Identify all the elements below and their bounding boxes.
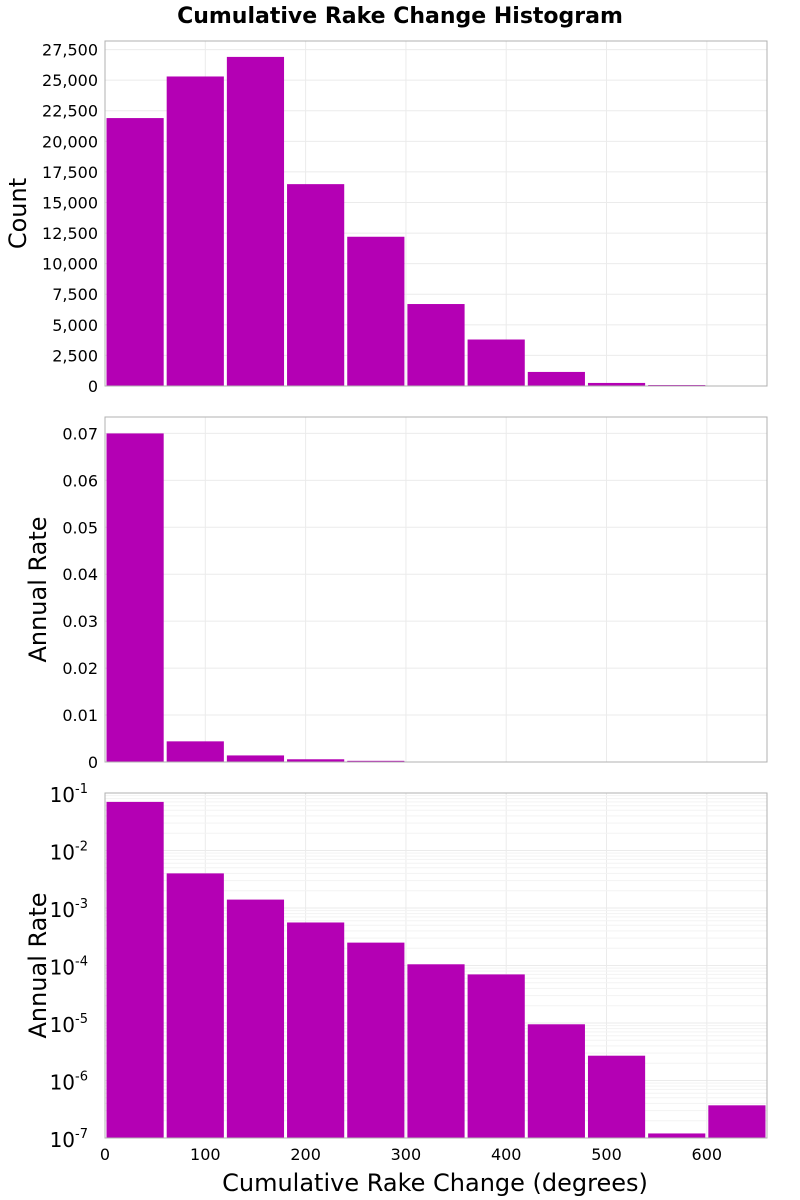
bar-3 [226, 56, 285, 386]
bar-8 [527, 1024, 585, 1138]
gridlines [104, 417, 767, 763]
bar-2 [166, 873, 224, 1138]
y-tick-label: 10-1 [50, 782, 88, 807]
y-tick-label: 12,500 [42, 224, 98, 243]
y-tick-label: 15,000 [42, 193, 98, 212]
x-axis-label: Cumulative Rake Change (degrees) [222, 1169, 648, 1197]
y-tick-label: 22,500 [42, 102, 98, 121]
y-tick-label: 10-5 [50, 1012, 88, 1037]
bar-7 [467, 974, 525, 1138]
bar-5 [347, 760, 405, 762]
bar-6 [407, 304, 465, 386]
y-tick-label: 10,000 [42, 255, 98, 274]
y-tick-label: 10-6 [50, 1070, 88, 1095]
y-axis-label: Annual Rate [24, 892, 52, 1038]
y-tick-label: 10-4 [50, 955, 88, 980]
bar-3 [226, 899, 285, 1138]
bar-3 [226, 755, 285, 762]
y-tick-label: 2,500 [52, 346, 98, 365]
x-tick-label: 600 [692, 1145, 723, 1164]
y-axis-label: Count [4, 178, 32, 249]
panel-1: 0 2,500 5,000 7,500 10,000 12,500 15,000 17,500… [4, 40, 768, 396]
y-tick-label: 7,500 [52, 285, 98, 304]
bar-11 [708, 1105, 766, 1138]
y-tick-labels: 10-7 10-6 10-5 10-4 10-3 10-2 10-1 [50, 782, 88, 1152]
y-tick-label: 27,500 [42, 41, 98, 60]
x-tick-labels: 0 100 200 300 400 500 600 [100, 1145, 722, 1164]
bar-1 [106, 801, 164, 1138]
x-tick-label: 0 [100, 1145, 110, 1164]
bar-5 [347, 236, 405, 386]
bar-6 [407, 964, 465, 1138]
x-tick-label: 300 [391, 1145, 422, 1164]
y-tick-label: 0 [88, 753, 98, 772]
y-tick-labels: 0 2,500 5,000 7,500 10,000 12,500 15,000 17,500… [42, 41, 98, 396]
bar-2 [166, 741, 224, 762]
y-tick-label: 10-2 [50, 840, 88, 865]
bars [106, 56, 766, 387]
y-tick-label: 0.01 [62, 706, 98, 725]
y-tick-label: 0.04 [62, 565, 98, 584]
plot-frame [104, 416, 768, 763]
bar-1 [106, 433, 164, 762]
bar-9 [587, 382, 646, 386]
y-tick-label: 10-3 [50, 897, 88, 922]
y-tick-label: 25,000 [42, 71, 98, 90]
y-tick-label: 5,000 [52, 316, 98, 335]
chart-title: Cumulative Rake Change Histogram [177, 4, 623, 29]
bar-4 [287, 922, 345, 1138]
bar-8 [527, 371, 585, 386]
x-tick-label: 500 [591, 1145, 622, 1164]
bars [106, 433, 766, 762]
bar-7 [467, 339, 525, 386]
y-tick-label: 0.07 [62, 424, 98, 443]
panel-3: 10-7 10-6 10-5 10-4 10-3 10-2 10-1 Annual Rate 0… [24, 782, 768, 1164]
bar-5 [347, 942, 405, 1138]
bar-10 [648, 1133, 706, 1138]
bar-1 [106, 118, 164, 387]
x-tick-label: 100 [190, 1145, 221, 1164]
y-tick-label: 20,000 [42, 132, 98, 151]
x-tick-label: 400 [491, 1145, 522, 1164]
bar-2 [166, 76, 224, 386]
bar-9 [587, 1055, 646, 1138]
y-tick-label: 0.03 [62, 612, 98, 631]
bars [106, 801, 766, 1138]
y-tick-label: 0 [88, 377, 98, 396]
plot-frame [104, 40, 768, 387]
plot-frame [104, 792, 768, 1139]
y-tick-label: 17,500 [42, 163, 98, 182]
bar-4 [287, 759, 345, 762]
panel-2: 0 0.01 0.02 0.03 0.04 0.05 0.06 0.07 Annual Rate [24, 416, 768, 772]
y-tick-labels: 0 0.01 0.02 0.03 0.04 0.05 0.06 0.07 [62, 424, 98, 772]
y-axis-label: Annual Rate [24, 516, 52, 662]
x-tick-label: 200 [290, 1145, 321, 1164]
y-tick-label: 0.06 [62, 471, 98, 490]
bar-4 [287, 184, 345, 386]
y-tick-label: 0.02 [62, 659, 98, 678]
y-tick-label: 0.05 [62, 518, 98, 537]
y-tick-label: 10-7 [50, 1127, 88, 1152]
